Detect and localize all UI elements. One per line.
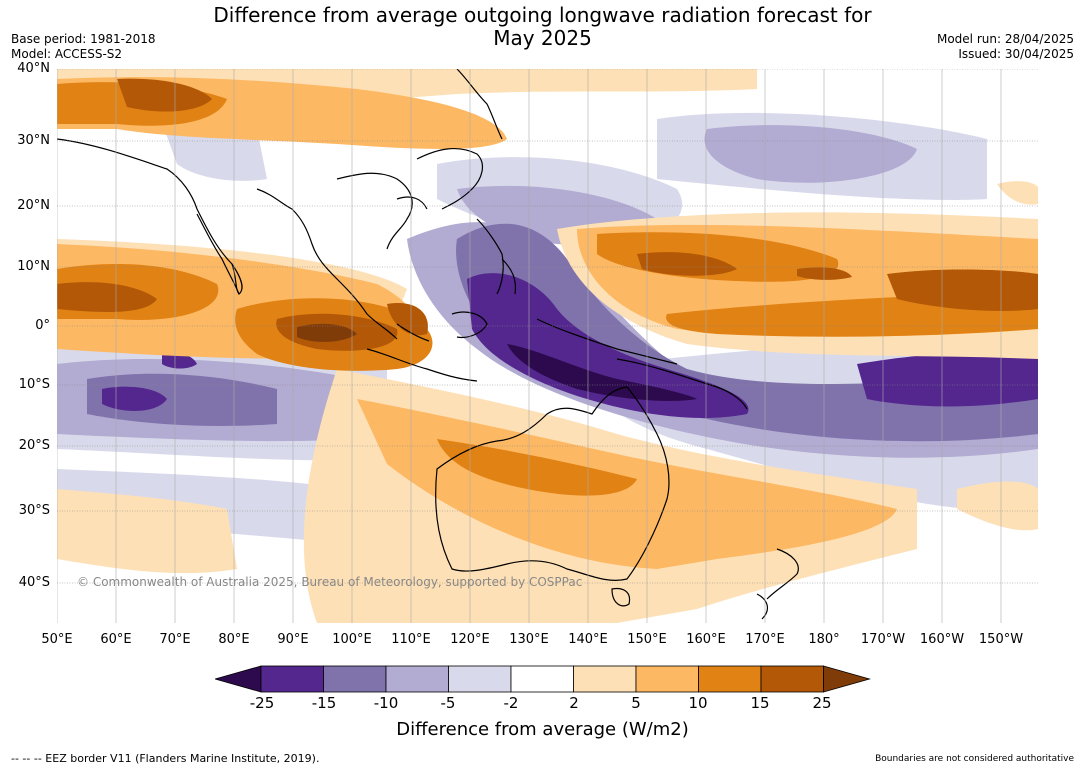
colorbar-label: 10 xyxy=(688,694,708,712)
lon-label-170e: 170°E xyxy=(745,632,785,647)
model-name: Model: ACCESS-S2 xyxy=(11,47,123,61)
colorbar-segment xyxy=(573,665,637,693)
lon-label-140e: 140°E xyxy=(568,632,608,647)
lat-label-30s: 30°S xyxy=(18,503,50,518)
colorbar-segment xyxy=(323,665,387,693)
lon-label-50e: 50°E xyxy=(41,632,73,647)
anomaly-extreme-positive xyxy=(297,323,357,342)
anomaly-extreme-negative xyxy=(507,344,697,401)
lon-label-160e: 160°E xyxy=(686,632,726,647)
colorbar-segment xyxy=(260,665,324,693)
colorbar-segment xyxy=(760,665,824,693)
meta-left: Base period: 1981-2018 Model: ACCESS-S2 xyxy=(11,32,156,62)
base-period: Base period: 1981-2018 xyxy=(11,32,156,46)
colorbar-segment xyxy=(385,665,449,693)
coastlines xyxy=(57,69,799,620)
lon-label-120e: 120°E xyxy=(450,632,490,647)
colorbar-label: 5 xyxy=(631,694,641,712)
anomaly-deep-negative xyxy=(102,273,1038,419)
colorbar-extend-high xyxy=(823,665,871,693)
lon-label-60e: 60°E xyxy=(100,632,132,647)
boundaries-disclaimer: Boundaries are not considered authoritat… xyxy=(875,754,1074,764)
lon-label-80e: 80°E xyxy=(218,632,250,647)
lon-label-110e: 110°E xyxy=(391,632,431,647)
lon-label-170w: 170°W xyxy=(860,632,906,647)
lat-label-40s: 40°S xyxy=(18,575,50,590)
map-svg: © Commonwealth of Australia 2025, Bureau… xyxy=(57,69,1038,623)
colorbar-title: Difference from average (W/m2) xyxy=(396,719,689,740)
colorbar xyxy=(215,665,871,693)
lat-label-20s: 20°S xyxy=(18,438,50,453)
colorbar-extend-low xyxy=(215,665,262,693)
colorbar-label: -5 xyxy=(440,694,456,712)
lon-label-160w: 160°W xyxy=(919,632,965,647)
colorbar-segment xyxy=(698,665,762,693)
copyright-notice: © Commonwealth of Australia 2025, Bureau… xyxy=(77,575,582,589)
graticule xyxy=(57,69,1038,584)
eez-legend: -- -- -- EEZ border V11 (Flanders Marine… xyxy=(11,752,320,765)
map-title: Difference from average outgoing longwav… xyxy=(0,4,1085,50)
colorbar-label: 25 xyxy=(812,694,832,712)
colorbar-label: -15 xyxy=(311,694,337,712)
map-title-line1: Difference from average outgoing longwav… xyxy=(213,3,872,27)
lat-label-0: 0° xyxy=(35,318,50,333)
colorbar-segment xyxy=(510,665,574,693)
colorbar-label: -25 xyxy=(249,694,275,712)
lon-label-150w: 150°W xyxy=(978,632,1024,647)
issued-date: Issued: 30/04/2025 xyxy=(958,47,1074,61)
lat-label-40n: 40°N xyxy=(17,61,50,76)
colorbar-segment xyxy=(635,665,699,693)
colorbar-segments xyxy=(215,665,871,693)
map-title-line2: May 2025 xyxy=(493,26,592,50)
meta-right: Model run: 28/04/2025 Issued: 30/04/2025 xyxy=(937,32,1074,62)
colorbar-label: 15 xyxy=(750,694,770,712)
colorbar-label: -2 xyxy=(503,694,519,712)
lon-label-150e: 150°E xyxy=(627,632,667,647)
lat-label-10n: 10°N xyxy=(17,259,50,274)
model-run: Model run: 28/04/2025 xyxy=(936,32,1074,46)
meridians xyxy=(57,69,1002,623)
lat-label-20n: 20°N xyxy=(17,198,50,213)
colorbar-label: 2 xyxy=(569,694,579,712)
lat-label-30n: 30°N xyxy=(17,133,50,148)
lon-label-130e: 130°E xyxy=(509,632,549,647)
colorbar-label: -10 xyxy=(373,694,399,712)
lon-label-90e: 90°E xyxy=(277,632,309,647)
lon-label-180: 180° xyxy=(808,632,840,647)
colorbar-segment xyxy=(448,665,512,693)
lat-label-10s: 10°S xyxy=(18,377,50,392)
lon-label-70e: 70°E xyxy=(159,632,191,647)
olr-anomaly-map: © Commonwealth of Australia 2025, Bureau… xyxy=(57,69,1038,623)
lon-label-100e: 100°E xyxy=(332,632,372,647)
